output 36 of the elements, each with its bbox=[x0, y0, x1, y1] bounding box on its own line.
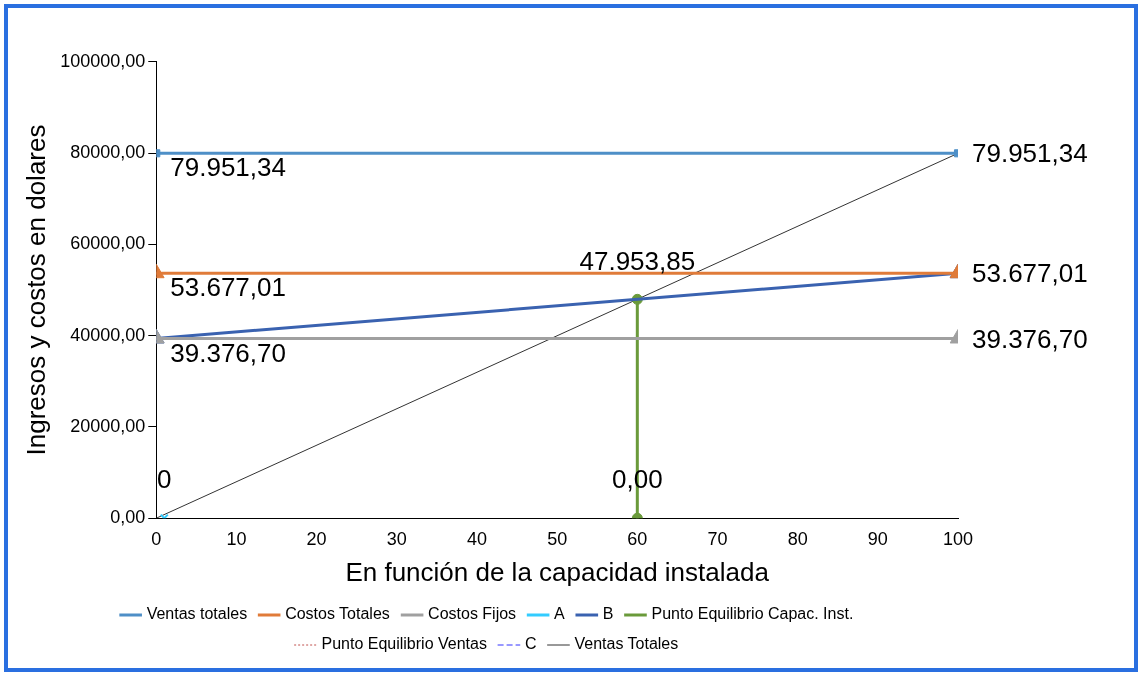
data-label: 79.951,34 bbox=[972, 138, 1088, 169]
x-tick-label: 30 bbox=[386, 528, 407, 549]
x-axis-title: En función de la capacidad instalada bbox=[345, 556, 770, 587]
y-axis-title: Ingresos y costos en dolares bbox=[20, 124, 51, 456]
x-tick-label: 50 bbox=[547, 528, 568, 549]
legend-label: Costos Totales bbox=[285, 605, 390, 623]
y-tick-label: 40000,00 bbox=[70, 324, 146, 345]
x-tick-label: 70 bbox=[707, 528, 728, 549]
y-tick-label: 100000,00 bbox=[60, 50, 146, 71]
y-tick-label: 60000,00 bbox=[70, 233, 146, 254]
legend-label: Punto Equilibrio Capac. Inst. bbox=[651, 605, 854, 623]
legend-label: Punto Equilibrio Ventas bbox=[321, 635, 487, 653]
legend-label: C bbox=[524, 635, 537, 653]
x-tick-label: 10 bbox=[226, 528, 247, 549]
data-label: 39.376,70 bbox=[972, 323, 1088, 354]
legend-label: Ventas Totales bbox=[574, 635, 679, 653]
data-label: 47.953,85 bbox=[579, 245, 696, 276]
legend-label: A bbox=[554, 605, 566, 623]
legend-label: Costos Fijos bbox=[428, 605, 517, 623]
x-tick-label: 90 bbox=[867, 528, 888, 549]
data-label: 53.677,01 bbox=[170, 272, 286, 303]
legend-label: Ventas totales bbox=[146, 605, 248, 623]
x-tick-label: 100 bbox=[942, 528, 974, 549]
data-label: 53.677,01 bbox=[972, 258, 1088, 289]
x-tick-label: 20 bbox=[306, 528, 327, 549]
data-label: 79.951,34 bbox=[170, 152, 286, 183]
legend-label: B bbox=[602, 605, 614, 623]
x-tick-label: 0 bbox=[151, 528, 162, 549]
y-tick-label: 80000,00 bbox=[70, 142, 146, 163]
data-label: 0 bbox=[157, 464, 172, 495]
x-tick-label: 80 bbox=[787, 528, 808, 549]
data-label: 39.376,70 bbox=[170, 337, 286, 368]
x-tick-label: 60 bbox=[627, 528, 648, 549]
y-tick-label: 20000,00 bbox=[70, 415, 146, 436]
y-tick-label: 0,00 bbox=[110, 507, 146, 528]
x-tick-label: 40 bbox=[466, 528, 487, 549]
